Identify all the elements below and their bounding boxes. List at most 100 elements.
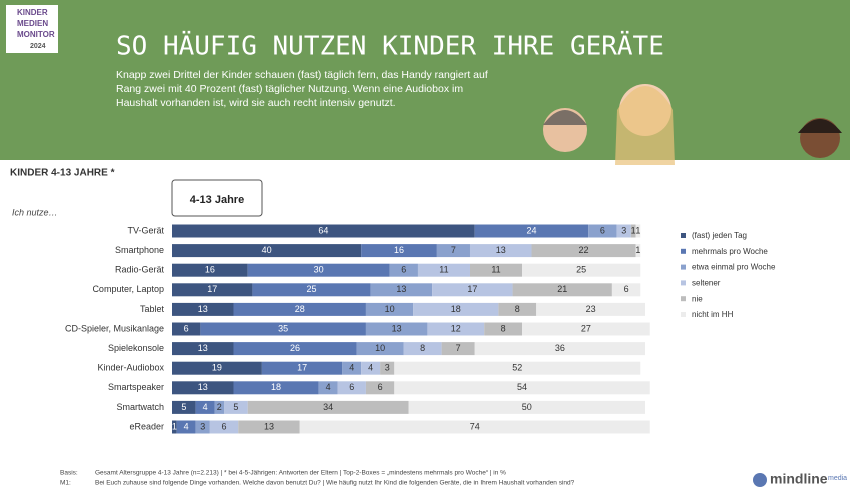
bar-segment [380, 361, 395, 375]
bar-segment [630, 224, 636, 238]
category-label: Smartspeaker [108, 382, 164, 392]
legend-label: seltener [692, 279, 721, 288]
bar-segment [214, 400, 225, 414]
value-label: 30 [314, 265, 324, 275]
bar-segment [413, 302, 499, 316]
value-label: 11 [439, 265, 448, 275]
value-label: 8 [501, 323, 506, 333]
value-label: 17 [467, 284, 477, 294]
value-label: 5 [233, 402, 238, 412]
value-label: 74 [470, 421, 480, 431]
bar-segment [531, 244, 636, 258]
brand-sub: media [828, 475, 847, 482]
value-label: 5 [181, 402, 186, 412]
value-label: 34 [323, 402, 333, 412]
bar-segment [172, 361, 262, 375]
value-label: 6 [401, 265, 406, 275]
category-label: CD-Spieler, Musikanlage [65, 323, 164, 333]
logo-line: KINDER [17, 8, 48, 17]
value-label: 40 [262, 245, 272, 255]
bar-segment [512, 283, 612, 297]
value-label: 22 [579, 245, 589, 255]
legend-label: nicht im HH [692, 310, 734, 319]
bar-segment [635, 224, 641, 238]
intro: Knapp zwei Drittel der Kinder schauen (f… [116, 69, 488, 109]
value-label: 23 [586, 304, 596, 314]
bar-segment [172, 302, 234, 316]
value-label: 4 [203, 402, 208, 412]
bar-segment [474, 342, 645, 356]
value-label: 21 [557, 284, 567, 294]
value-label: 19 [212, 363, 222, 373]
bar-segment [247, 400, 409, 414]
value-label: 18 [271, 382, 281, 392]
tab-label: 4-13 Jahre [190, 194, 244, 206]
value-label: 1 [172, 421, 177, 431]
value-label: 1 [635, 245, 640, 255]
value-label: 16 [394, 245, 404, 255]
logo-line: MONITOR [17, 30, 55, 39]
bar-segment [436, 244, 470, 258]
legend-label: (fast) jeden Tag [692, 231, 747, 240]
bar-segment [195, 420, 210, 434]
value-label: 4 [368, 363, 373, 373]
bar-segment [588, 224, 617, 238]
value-label: 6 [184, 323, 189, 333]
logo-line: 2024 [30, 43, 46, 50]
bar-segment [233, 342, 357, 356]
m1-label: M1: [60, 480, 71, 487]
logo-line: MEDIEN [17, 19, 48, 28]
basis-text: Gesamt Altersgruppe 4-13 Jahre (n=2.213)… [95, 470, 506, 477]
bar-segment [522, 263, 641, 277]
bar-segment [200, 322, 366, 336]
bar-segment [616, 224, 631, 238]
bar-segment [299, 420, 650, 434]
category-label: Tablet [140, 304, 165, 314]
value-label: 8 [515, 304, 520, 314]
bar-segment [224, 400, 248, 414]
value-label: 35 [278, 323, 288, 333]
value-label: 2 [217, 402, 222, 412]
value-label: 4 [349, 363, 354, 373]
bar-segment [318, 381, 338, 395]
y-label: Ich nutze… [12, 207, 58, 217]
value-label: 54 [517, 382, 527, 392]
value-label: 50 [522, 402, 532, 412]
bar-segment [469, 263, 523, 277]
value-label: 52 [512, 363, 522, 373]
bar-segment [441, 342, 475, 356]
intro-text: Knapp zwei Drittel der Kinder schauen (f… [116, 69, 488, 109]
bar-segment [337, 381, 366, 395]
value-label: 6 [222, 421, 227, 431]
value-label: 25 [307, 284, 317, 294]
legend-swatch [681, 312, 686, 317]
value-label: 26 [290, 343, 300, 353]
value-label: 7 [456, 343, 461, 353]
m1-text: Bei Euch zuhause sind folgende Dinge vor… [95, 480, 575, 487]
illustration [543, 84, 842, 165]
value-label: 25 [576, 265, 586, 275]
value-label: 13 [198, 382, 208, 392]
legend-swatch [681, 296, 686, 302]
bar-segment [417, 263, 470, 277]
bar-segment [356, 342, 404, 356]
bar-segment [394, 381, 650, 395]
bar-segment [172, 322, 201, 336]
category-label: Spielekonsole [108, 343, 164, 353]
bar-segment [342, 361, 362, 375]
bar-segment [365, 302, 414, 316]
bar-segment [233, 381, 319, 395]
value-label: 1 [631, 225, 636, 235]
legend-swatch [681, 264, 686, 270]
legend-swatch [681, 280, 686, 286]
bar-segment [252, 283, 371, 297]
bar-segment [365, 381, 395, 395]
legend-swatch [681, 248, 686, 254]
bar-segment [172, 263, 248, 277]
value-label: 6 [624, 284, 629, 294]
category-label: Kinder-Audiobox [97, 363, 164, 373]
value-label: 4 [326, 382, 331, 392]
bar-segment [261, 361, 343, 375]
bar-segment [469, 244, 532, 258]
